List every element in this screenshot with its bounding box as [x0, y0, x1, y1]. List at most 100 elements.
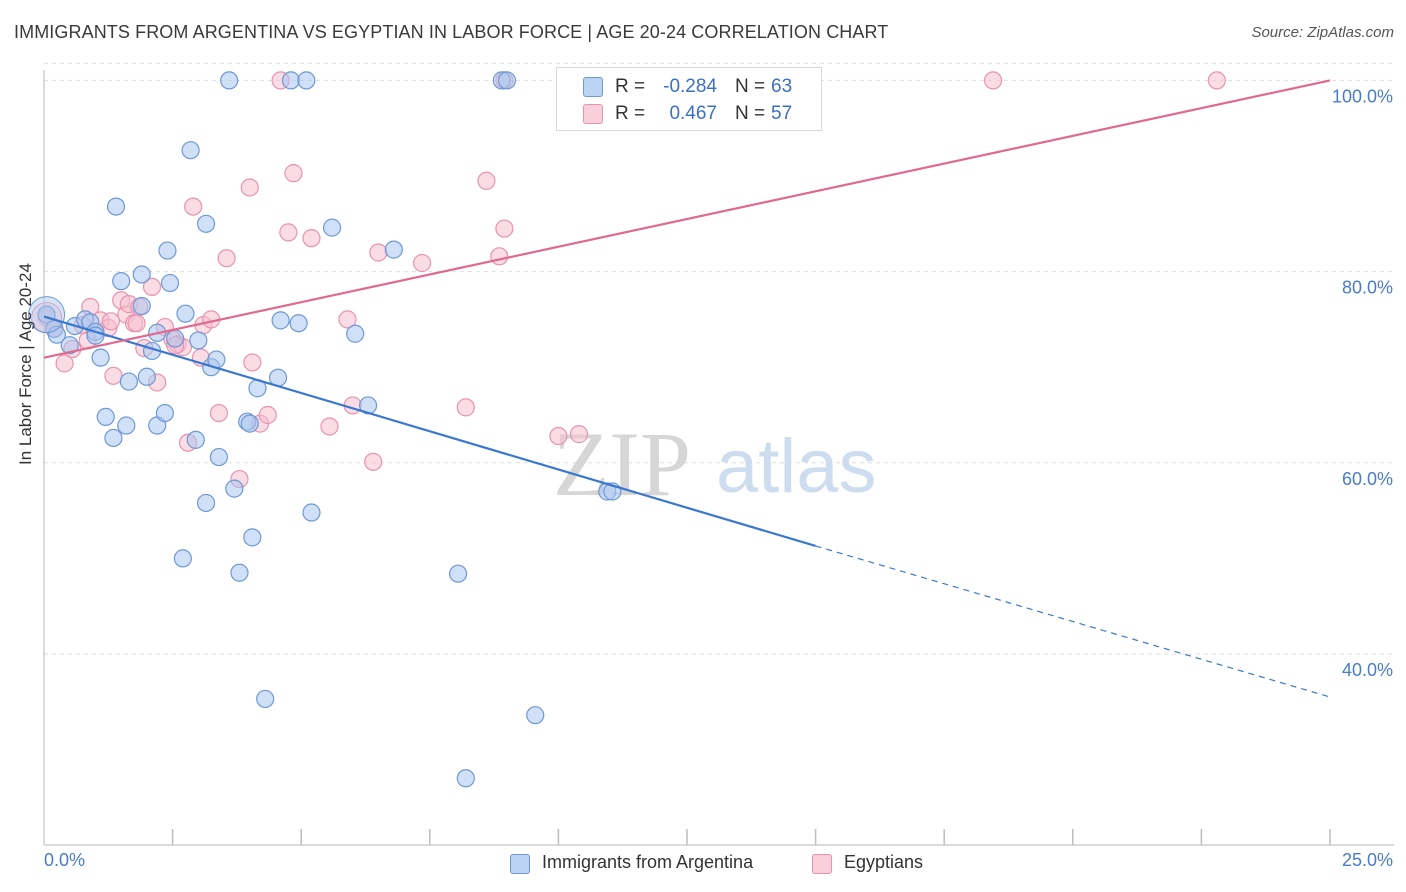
- stats-r-label: R =: [615, 76, 646, 97]
- data-point[interactable]: [549, 426, 568, 446]
- tick-labels: 40.0% 60.0% 80.0% 100.0%: [1332, 86, 1393, 680]
- data-point[interactable]: [284, 164, 303, 183]
- data-point[interactable]: [490, 247, 509, 266]
- data-point[interactable]: [196, 493, 216, 513]
- legend-label: Immigrants from Argentina: [542, 852, 754, 872]
- data-point[interactable]: [47, 325, 66, 344]
- data-point[interactable]: [412, 253, 432, 273]
- data-point[interactable]: [209, 447, 228, 467]
- data-point[interactable]: [132, 296, 151, 316]
- data-point[interactable]: [106, 197, 126, 216]
- data-point[interactable]: [181, 141, 200, 160]
- data-point[interactable]: [322, 218, 342, 237]
- data-point[interactable]: [127, 314, 146, 333]
- stats-n-label: N =: [735, 103, 766, 124]
- legend: Immigrants from Argentina Egyptians: [0, 852, 1406, 878]
- data-point[interactable]: [258, 405, 277, 425]
- data-point[interactable]: [55, 354, 74, 373]
- data-point[interactable]: [158, 241, 177, 260]
- stats-n-value: 57: [771, 103, 793, 124]
- data-point[interactable]: [166, 329, 185, 348]
- stats-swatch-pink: [583, 104, 603, 124]
- data-point[interactable]: [497, 71, 517, 90]
- data-point[interactable]: [137, 367, 156, 386]
- legend-label: Egyptians: [844, 852, 924, 872]
- data-point[interactable]: [256, 689, 275, 709]
- data-point[interactable]: [104, 428, 123, 448]
- trend-lines: [43, 79, 1331, 698]
- data-point[interactable]: [209, 403, 228, 423]
- data-point[interactable]: [112, 272, 131, 291]
- data-point[interactable]: [302, 229, 321, 248]
- data-point[interactable]: [302, 503, 321, 522]
- data-point[interactable]: [196, 214, 216, 233]
- stats-row-egyptians: R = 0.467 N = 57: [557, 101, 821, 127]
- chart-title: IMMIGRANTS FROM ARGENTINA VS EGYPTIAN IN…: [14, 22, 889, 42]
- data-point[interactable]: [189, 331, 208, 350]
- y-tick-label: 60.0%: [1342, 469, 1393, 489]
- data-point[interactable]: [495, 219, 514, 238]
- data-point[interactable]: [160, 273, 180, 293]
- x-tick-label-max: 25.0%: [1341, 850, 1393, 870]
- data-point[interactable]: [132, 265, 151, 284]
- data-point[interactable]: [289, 314, 308, 333]
- data-point[interactable]: [184, 197, 203, 216]
- data-point[interactable]: [155, 403, 174, 423]
- stats-r-label: R =: [615, 103, 646, 124]
- data-point[interactable]: [1207, 71, 1226, 90]
- stats-r-value: 0.467: [669, 103, 717, 124]
- data-point[interactable]: [104, 366, 123, 385]
- y-tick-label: 100.0%: [1332, 86, 1393, 106]
- data-point[interactable]: [569, 425, 589, 444]
- data-point[interactable]: [117, 416, 136, 435]
- data-point[interactable]: [346, 324, 365, 343]
- data-point-cluster[interactable]: [28, 296, 66, 334]
- data-point[interactable]: [243, 528, 262, 547]
- data-point[interactable]: [243, 353, 262, 372]
- stats-row-argentina: R = -0.284 N = 63: [557, 74, 821, 100]
- data-point[interactable]: [477, 171, 496, 190]
- data-point[interactable]: [101, 312, 120, 331]
- data-point[interactable]: [983, 71, 1003, 90]
- data-point[interactable]: [217, 249, 236, 268]
- y-axis-label: In Labor Force | Age 20-24: [16, 263, 35, 465]
- data-point[interactable]: [320, 417, 339, 436]
- axes: [43, 70, 1394, 846]
- trend-line-argentina-extrapolated: [815, 545, 1331, 698]
- stats-swatch-blue: [583, 77, 603, 97]
- stats-box: R = -0.284 N = 63 R = 0.467 N = 57: [556, 67, 822, 131]
- data-point[interactable]: [456, 769, 475, 788]
- stats-r-value: -0.284: [663, 76, 717, 97]
- data-point[interactable]: [240, 178, 259, 197]
- data-point[interactable]: [364, 452, 383, 471]
- data-point[interactable]: [225, 479, 244, 498]
- data-point[interactable]: [456, 398, 475, 417]
- data-point[interactable]: [173, 549, 192, 568]
- source-label: Source: ZipAtlas.com: [1251, 24, 1394, 41]
- data-point[interactable]: [142, 277, 162, 296]
- legend-swatch-blue: [510, 854, 530, 874]
- data-point[interactable]: [230, 563, 249, 582]
- data-point[interactable]: [220, 71, 239, 90]
- stats-n-label: N =: [735, 76, 766, 97]
- data-point[interactable]: [384, 240, 403, 259]
- trend-line-argentina: [43, 315, 816, 548]
- data-point[interactable]: [186, 430, 205, 449]
- data-point[interactable]: [526, 706, 545, 725]
- data-point[interactable]: [271, 311, 290, 330]
- data-point[interactable]: [119, 372, 138, 391]
- data-point[interactable]: [338, 310, 357, 329]
- trend-line-egyptians: [43, 79, 1331, 359]
- data-point[interactable]: [279, 223, 298, 242]
- data-point[interactable]: [297, 71, 316, 90]
- data-point[interactable]: [60, 336, 79, 355]
- data-point[interactable]: [240, 414, 259, 433]
- data-point[interactable]: [96, 407, 115, 427]
- data-point[interactable]: [176, 304, 195, 323]
- stats-n-value: 63: [771, 76, 793, 97]
- data-point[interactable]: [91, 348, 110, 367]
- data-point[interactable]: [369, 243, 388, 262]
- data-point[interactable]: [281, 71, 301, 90]
- data-point[interactable]: [448, 564, 468, 583]
